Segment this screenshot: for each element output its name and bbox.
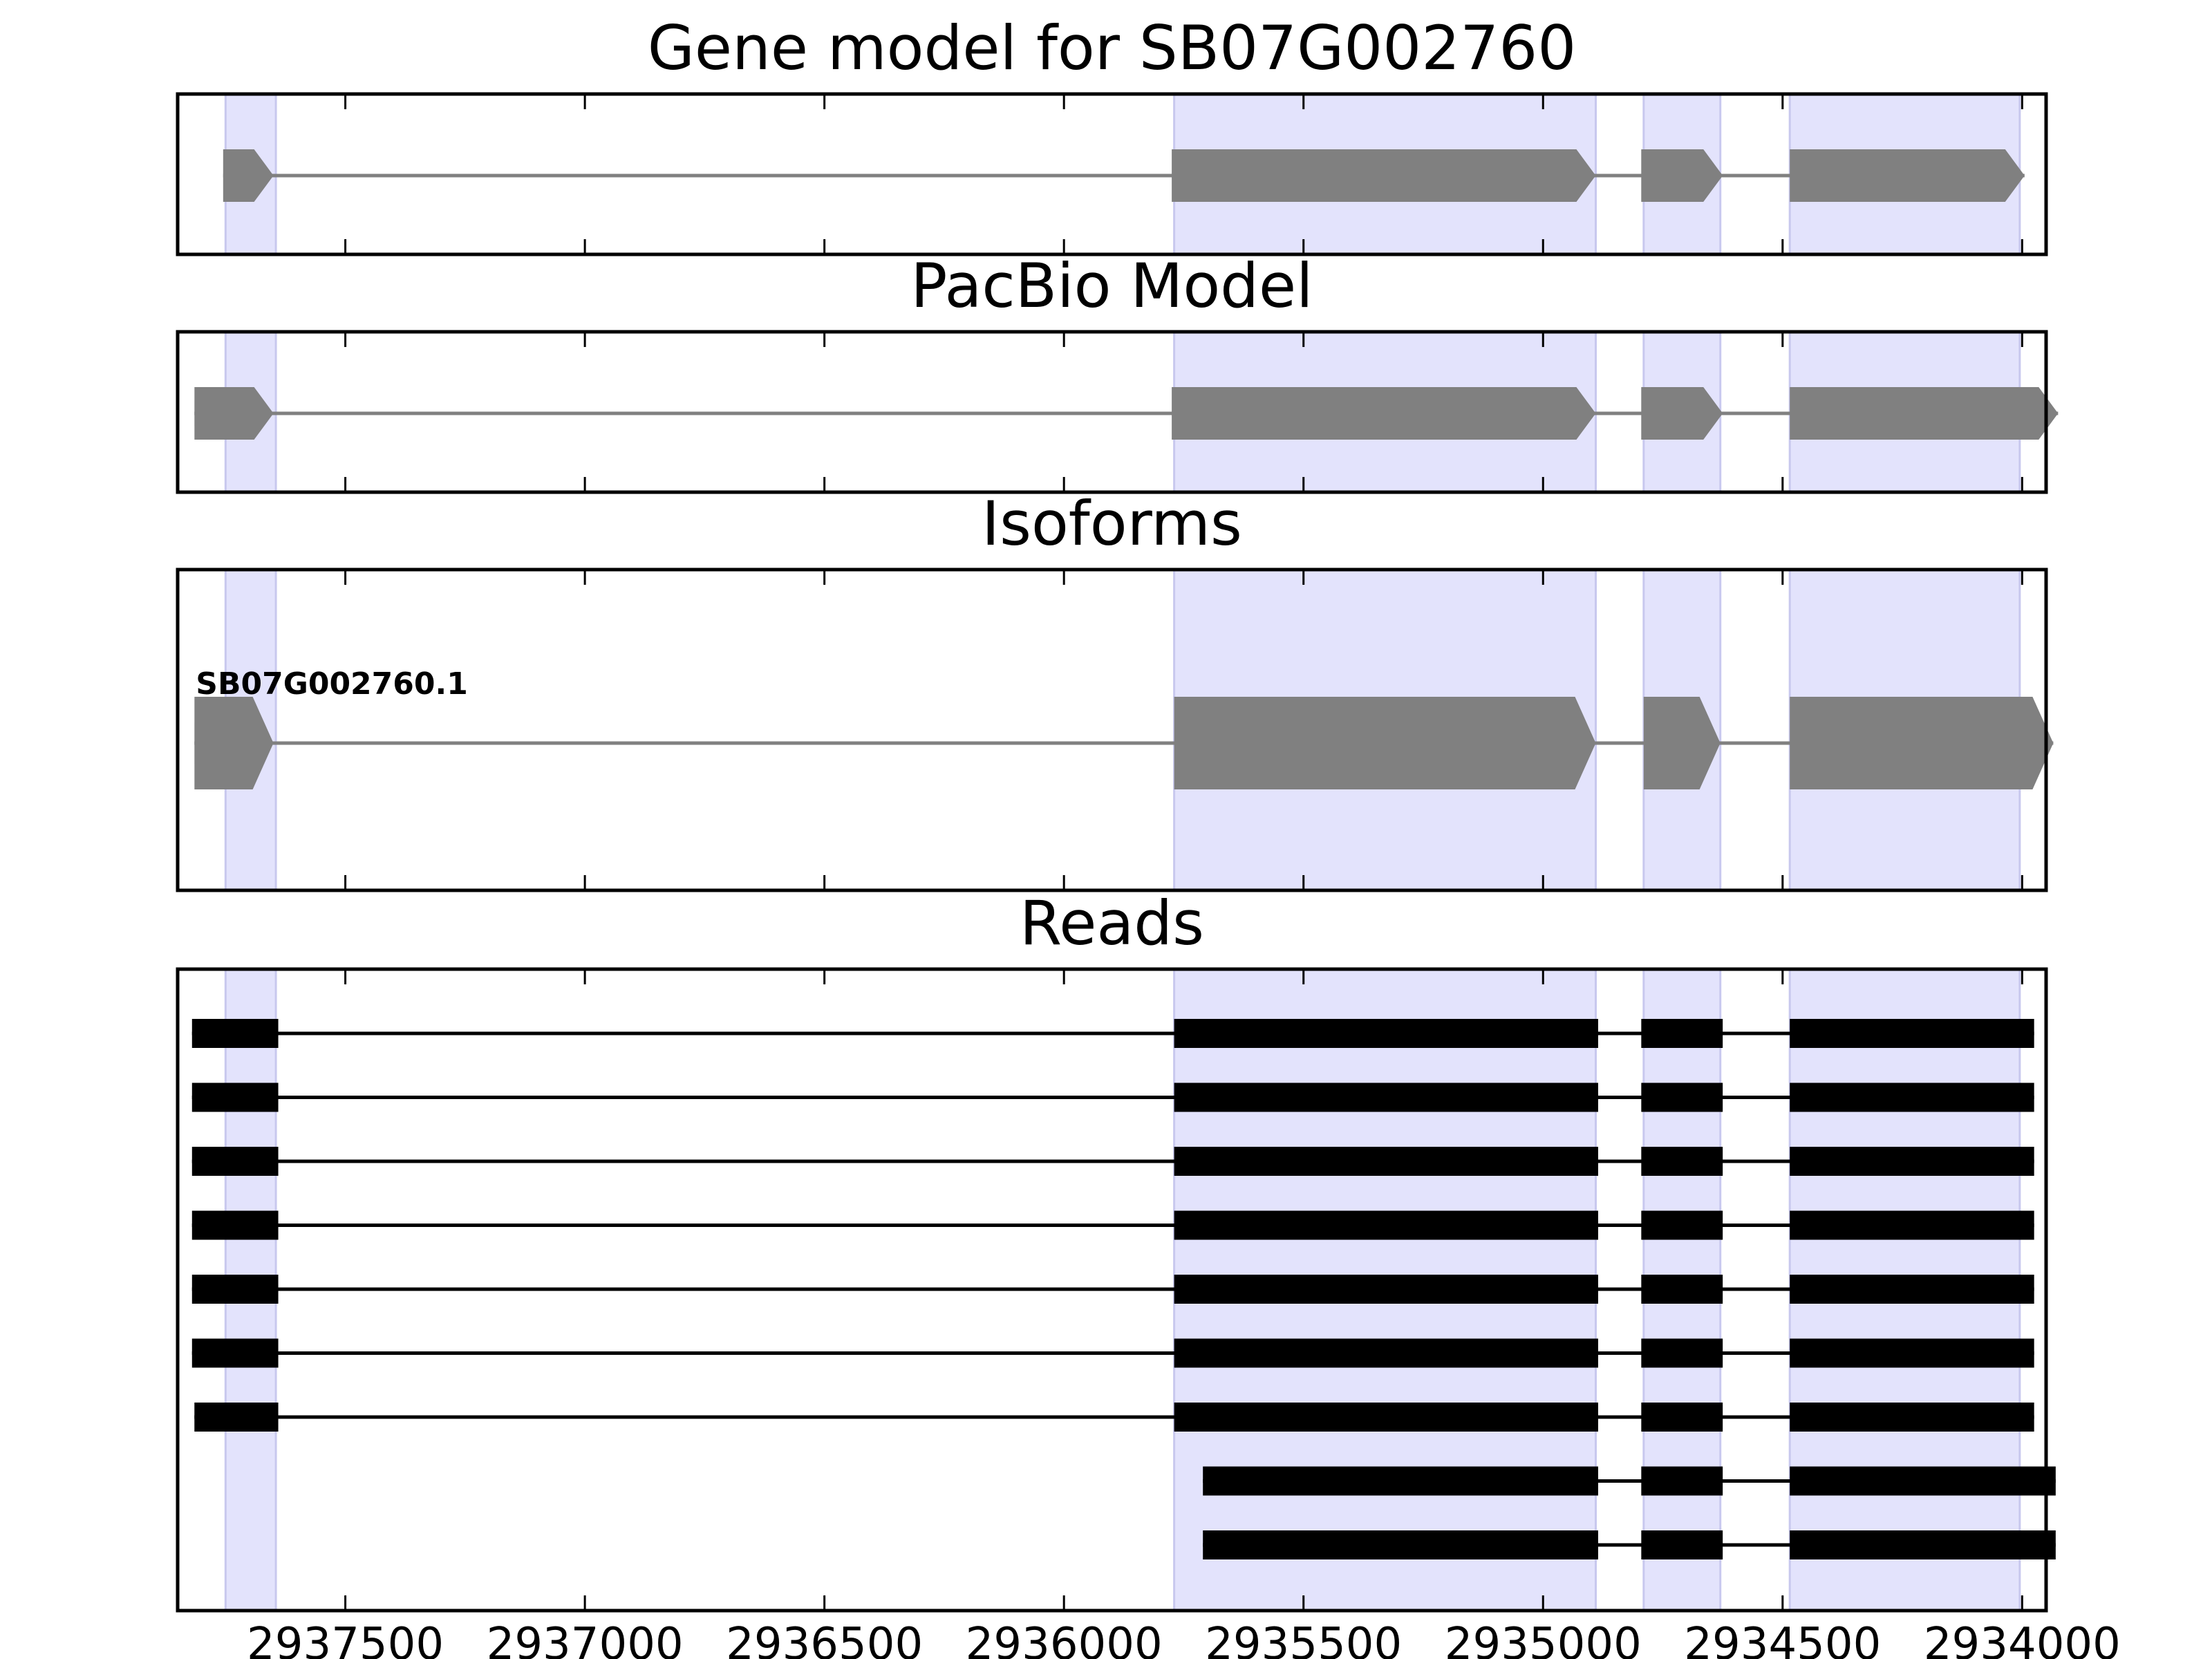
read-exon bbox=[1641, 1147, 1723, 1176]
panel-1: Gene model for SB07G002760 bbox=[176, 12, 2048, 256]
x-tick-label: 2934000 bbox=[1924, 1619, 2121, 1659]
panel-frame bbox=[176, 967, 2048, 1613]
exon bbox=[1790, 697, 2054, 789]
feature-track: SB07G002760.1 bbox=[194, 666, 2054, 789]
x-tick-label: 2934500 bbox=[1684, 1619, 1881, 1659]
exon bbox=[1643, 697, 1721, 789]
exon bbox=[1790, 387, 2059, 440]
read-track bbox=[191, 1338, 2034, 1368]
read-exon bbox=[1641, 1338, 1723, 1368]
read-exon bbox=[1790, 1019, 2034, 1048]
read-exon bbox=[1203, 1530, 1598, 1559]
panel-4: Reads bbox=[176, 888, 2056, 1613]
read-exon bbox=[1790, 1403, 2034, 1432]
read-track bbox=[191, 1210, 2034, 1240]
read-exon bbox=[1174, 1082, 1598, 1112]
read-track bbox=[191, 1147, 2034, 1176]
read-exon bbox=[1174, 1403, 1598, 1432]
read-track bbox=[191, 1275, 2034, 1304]
read-exon bbox=[1790, 1147, 2034, 1176]
exon bbox=[194, 697, 274, 789]
read-exon bbox=[191, 1019, 279, 1048]
read-track bbox=[1203, 1530, 2056, 1559]
panel-frame bbox=[176, 92, 2048, 256]
read-exon bbox=[1174, 1338, 1598, 1368]
read-exon bbox=[1790, 1466, 2056, 1496]
read-exon bbox=[1790, 1275, 2034, 1304]
read-exon bbox=[191, 1338, 279, 1368]
exon bbox=[1174, 697, 1596, 789]
read-exon bbox=[1641, 1530, 1723, 1559]
read-exon bbox=[194, 1403, 279, 1432]
feature-track bbox=[194, 387, 2059, 440]
read-track bbox=[191, 1019, 2034, 1048]
read-exon bbox=[1790, 1210, 2034, 1240]
read-exon bbox=[1641, 1019, 1723, 1048]
read-exon bbox=[191, 1082, 279, 1112]
panel-title: Reads bbox=[1020, 888, 1204, 959]
panel-frame bbox=[176, 568, 2048, 892]
read-exon bbox=[1203, 1466, 1598, 1496]
x-tick-label: 2936000 bbox=[966, 1619, 1163, 1659]
exon bbox=[1641, 149, 1723, 202]
x-tick-label: 2935000 bbox=[1445, 1619, 1642, 1659]
read-exon bbox=[1790, 1082, 2034, 1112]
x-tick-label: 2937500 bbox=[247, 1619, 444, 1659]
x-tick-label: 2936500 bbox=[726, 1619, 923, 1659]
read-exon bbox=[1174, 1210, 1598, 1240]
panel-2: PacBio Model bbox=[176, 250, 2059, 494]
feature-track bbox=[223, 149, 2025, 202]
read-exon bbox=[1641, 1466, 1723, 1496]
exon bbox=[194, 387, 274, 440]
read-exon bbox=[191, 1210, 279, 1240]
read-exon bbox=[1641, 1275, 1723, 1304]
read-exon bbox=[1790, 1338, 2034, 1368]
read-exon bbox=[191, 1275, 279, 1304]
read-track bbox=[194, 1403, 2034, 1432]
panel-3: Isoforms SB07G002760.1 bbox=[176, 488, 2054, 892]
read-exon bbox=[1790, 1530, 2056, 1559]
exon bbox=[1172, 387, 1596, 440]
exon bbox=[1172, 149, 1596, 202]
read-exon bbox=[1174, 1275, 1598, 1304]
read-exon bbox=[1641, 1082, 1723, 1112]
read-exon bbox=[191, 1147, 279, 1176]
read-track bbox=[1203, 1466, 2056, 1496]
read-track bbox=[191, 1082, 2034, 1112]
read-exon bbox=[1641, 1403, 1723, 1432]
read-exon bbox=[1174, 1147, 1598, 1176]
read-exon bbox=[1174, 1019, 1598, 1048]
exon bbox=[223, 149, 274, 202]
exon bbox=[1790, 149, 2025, 202]
isoform-label: SB07G002760.1 bbox=[196, 666, 468, 702]
panel-title: Isoforms bbox=[982, 488, 1242, 559]
x-tick-label: 2935500 bbox=[1205, 1619, 1402, 1659]
panel-title: Gene model for SB07G002760 bbox=[648, 12, 1577, 84]
panel-title: PacBio Model bbox=[910, 250, 1313, 321]
panel-frame bbox=[176, 330, 2048, 494]
read-exon bbox=[1641, 1210, 1723, 1240]
x-tick-label: 2937000 bbox=[487, 1619, 684, 1659]
exon bbox=[1641, 387, 1723, 440]
